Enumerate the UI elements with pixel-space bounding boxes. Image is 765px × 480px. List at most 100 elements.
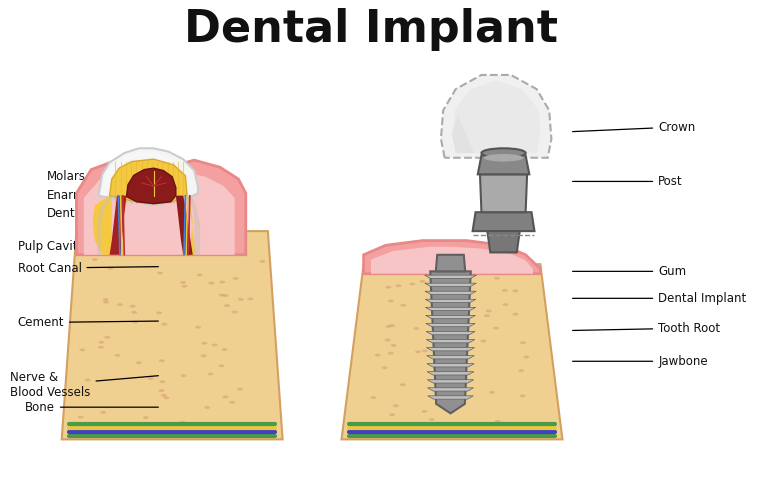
Ellipse shape — [452, 383, 458, 385]
Ellipse shape — [237, 388, 243, 391]
Ellipse shape — [415, 350, 421, 353]
Ellipse shape — [382, 366, 388, 369]
Text: Dental Implant: Dental Implant — [572, 292, 747, 305]
Ellipse shape — [389, 324, 396, 327]
Ellipse shape — [486, 310, 492, 312]
Ellipse shape — [112, 432, 118, 434]
Ellipse shape — [238, 298, 244, 301]
Polygon shape — [427, 364, 474, 367]
Polygon shape — [427, 356, 474, 359]
Text: Cement: Cement — [18, 316, 158, 329]
Polygon shape — [76, 160, 246, 255]
Ellipse shape — [197, 274, 203, 276]
Ellipse shape — [393, 404, 399, 407]
Ellipse shape — [388, 300, 394, 302]
Ellipse shape — [132, 311, 137, 314]
Ellipse shape — [400, 383, 405, 386]
Ellipse shape — [145, 253, 151, 256]
Ellipse shape — [414, 327, 419, 330]
Polygon shape — [452, 81, 540, 153]
Ellipse shape — [464, 430, 470, 432]
Polygon shape — [426, 339, 475, 343]
Ellipse shape — [458, 373, 464, 376]
Ellipse shape — [370, 396, 376, 399]
Polygon shape — [182, 196, 196, 255]
Ellipse shape — [489, 391, 495, 394]
Ellipse shape — [92, 244, 97, 247]
Polygon shape — [109, 159, 187, 204]
Ellipse shape — [216, 245, 222, 248]
Ellipse shape — [180, 421, 186, 424]
Ellipse shape — [163, 425, 169, 428]
Text: Root Canal: Root Canal — [18, 262, 158, 275]
Ellipse shape — [233, 277, 239, 280]
Ellipse shape — [143, 416, 148, 419]
Polygon shape — [428, 388, 474, 391]
Polygon shape — [84, 172, 235, 255]
Ellipse shape — [209, 282, 214, 285]
Ellipse shape — [444, 390, 451, 393]
Ellipse shape — [103, 298, 109, 301]
Ellipse shape — [157, 272, 163, 275]
Polygon shape — [478, 156, 529, 174]
Polygon shape — [487, 231, 519, 252]
Polygon shape — [93, 196, 112, 255]
Ellipse shape — [395, 426, 401, 429]
Ellipse shape — [223, 294, 229, 297]
Ellipse shape — [513, 289, 518, 292]
Text: Crown: Crown — [572, 120, 695, 133]
Ellipse shape — [158, 389, 164, 392]
Ellipse shape — [388, 352, 394, 355]
Ellipse shape — [232, 311, 238, 313]
Ellipse shape — [463, 329, 468, 332]
Ellipse shape — [465, 292, 471, 295]
Ellipse shape — [160, 380, 165, 383]
Ellipse shape — [409, 283, 415, 286]
Ellipse shape — [259, 260, 265, 263]
Polygon shape — [426, 324, 475, 327]
Ellipse shape — [148, 377, 154, 380]
Ellipse shape — [80, 348, 85, 351]
Polygon shape — [425, 275, 477, 278]
Ellipse shape — [201, 342, 207, 345]
Ellipse shape — [136, 361, 142, 364]
Ellipse shape — [385, 339, 391, 341]
Polygon shape — [341, 264, 562, 439]
Text: Gum: Gum — [572, 265, 686, 278]
Ellipse shape — [107, 267, 113, 270]
Ellipse shape — [220, 281, 225, 284]
Ellipse shape — [428, 418, 435, 421]
Ellipse shape — [483, 154, 523, 162]
Ellipse shape — [117, 303, 123, 306]
Ellipse shape — [99, 341, 104, 344]
Polygon shape — [426, 332, 475, 335]
Ellipse shape — [480, 340, 487, 343]
Ellipse shape — [439, 430, 445, 432]
Polygon shape — [428, 380, 474, 383]
Ellipse shape — [386, 325, 392, 328]
Polygon shape — [126, 168, 176, 204]
Ellipse shape — [98, 346, 104, 348]
Ellipse shape — [130, 305, 135, 308]
Ellipse shape — [449, 410, 455, 413]
Ellipse shape — [519, 395, 526, 397]
Ellipse shape — [422, 410, 428, 413]
Ellipse shape — [78, 416, 83, 419]
Ellipse shape — [180, 281, 186, 284]
Polygon shape — [428, 396, 474, 399]
Polygon shape — [425, 307, 476, 311]
Polygon shape — [371, 247, 533, 274]
Text: Jawbone: Jawbone — [572, 355, 708, 368]
Polygon shape — [427, 372, 474, 375]
Ellipse shape — [419, 280, 425, 283]
Ellipse shape — [523, 356, 529, 359]
Polygon shape — [109, 196, 126, 255]
Ellipse shape — [519, 369, 524, 372]
Polygon shape — [176, 196, 193, 255]
Ellipse shape — [85, 379, 90, 382]
Polygon shape — [103, 153, 180, 196]
Text: Tooth Root: Tooth Root — [572, 322, 721, 335]
Ellipse shape — [161, 323, 168, 326]
Ellipse shape — [159, 359, 164, 362]
Polygon shape — [436, 255, 465, 271]
